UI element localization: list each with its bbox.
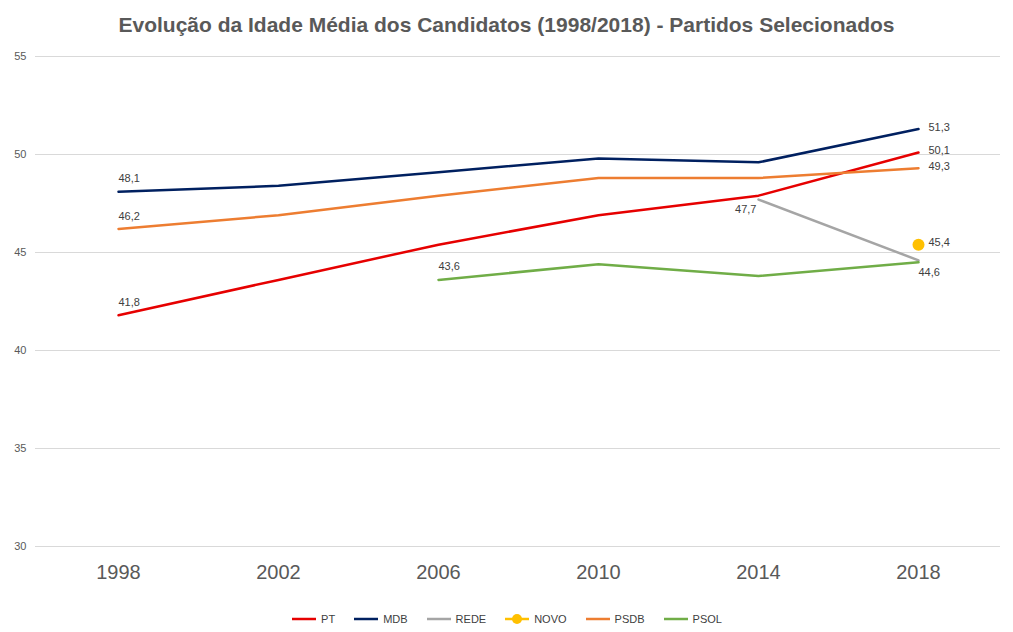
svg-text:51,3: 51,3 <box>929 121 950 133</box>
svg-text:43,6: 43,6 <box>439 260 460 272</box>
svg-text:46,2: 46,2 <box>119 210 140 222</box>
svg-text:49,3: 49,3 <box>929 160 950 172</box>
svg-text:1998: 1998 <box>96 561 141 583</box>
svg-text:50: 50 <box>14 148 26 160</box>
svg-text:55: 55 <box>14 50 26 62</box>
svg-text:47,7: 47,7 <box>735 203 756 215</box>
svg-text:48,1: 48,1 <box>119 172 140 184</box>
svg-text:45,4: 45,4 <box>929 236 950 248</box>
html-text:REDE: REDE <box>455 612 487 625</box>
svg-text:50,1: 50,1 <box>929 144 950 156</box>
svg-text:41,8: 41,8 <box>119 296 140 308</box>
html-text:PSDB: PSDB <box>614 612 645 625</box>
svg-text:30: 30 <box>14 540 26 552</box>
svg-text:40: 40 <box>14 344 26 356</box>
html-text:PSOL: PSOL <box>692 612 722 625</box>
svg-text:2018: 2018 <box>896 561 941 583</box>
svg-text:45: 45 <box>14 246 26 258</box>
svg-text:2006: 2006 <box>416 561 461 583</box>
svg-text:2010: 2010 <box>576 561 621 583</box>
svg-text:2014: 2014 <box>736 561 781 583</box>
html-text:PT: PT <box>321 612 336 625</box>
html-text:NOVO: NOVO <box>534 612 567 625</box>
svg-text:2002: 2002 <box>256 561 301 583</box>
svg-text:35: 35 <box>14 442 26 454</box>
svg-text:44,6: 44,6 <box>919 266 940 278</box>
html-text:MDB: MDB <box>383 612 408 625</box>
html-text:Evolução da Idade Média dos Ca: Evolução da Idade Média dos Candidatos (… <box>118 13 895 36</box>
